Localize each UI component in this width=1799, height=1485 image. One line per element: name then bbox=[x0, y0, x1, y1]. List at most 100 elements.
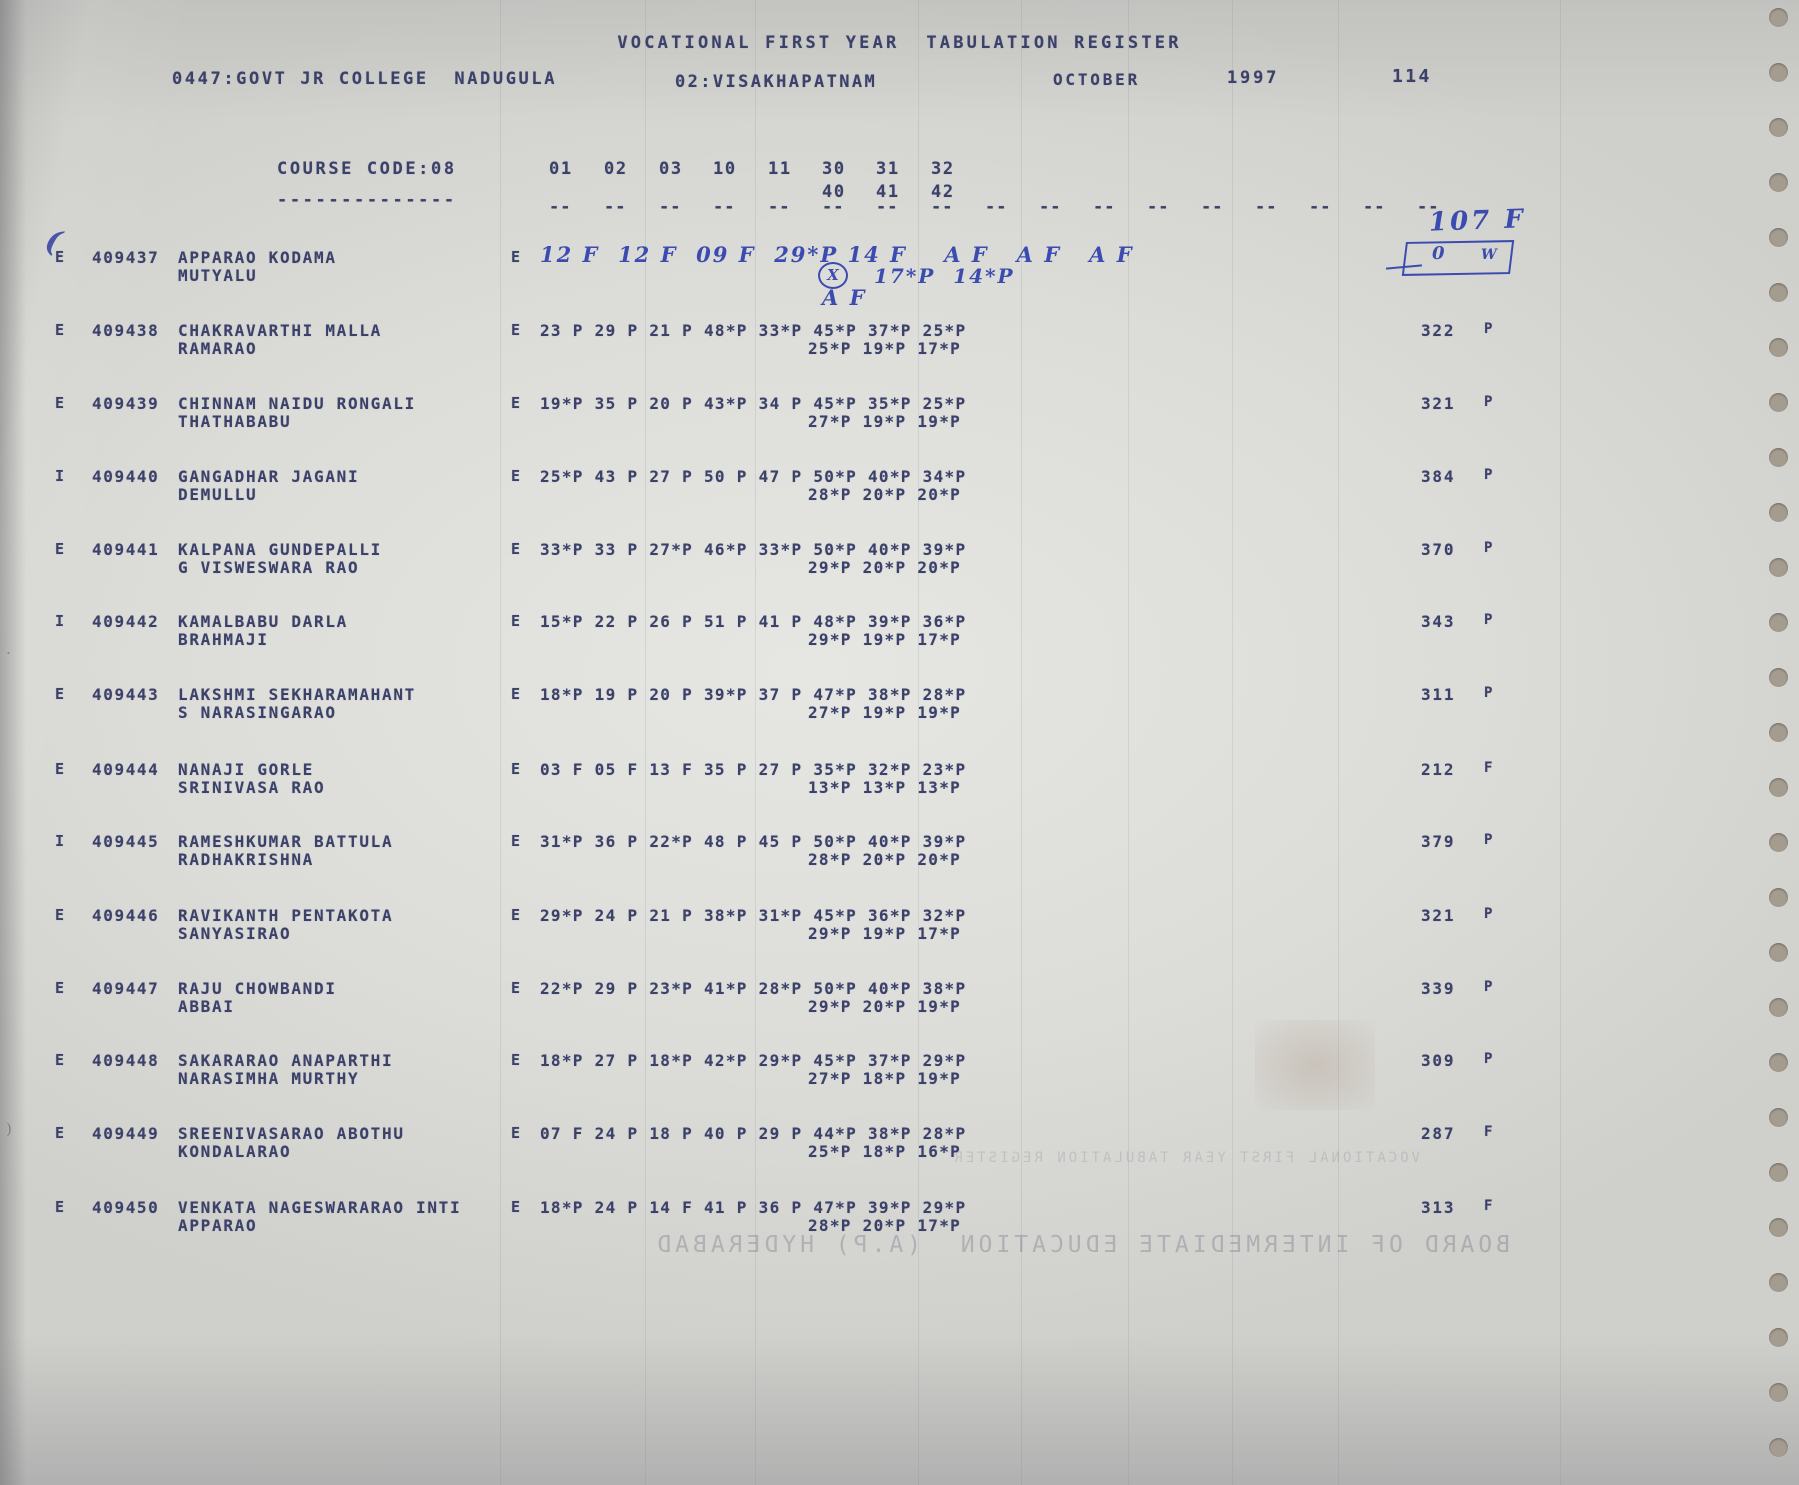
total-marks: 313 bbox=[1421, 1198, 1456, 1217]
subject-code-top-02: 02 bbox=[604, 159, 628, 179]
student-category: E bbox=[55, 760, 66, 778]
table-row: E 409443 LAKSHMI SEKHARAMAHANT S NARASINGAR… bbox=[0, 685, 1799, 759]
student-regno: 409443 bbox=[92, 685, 160, 704]
student-parent-name: S NARASINGARAO bbox=[178, 703, 337, 722]
student-category: I bbox=[55, 612, 66, 630]
student-name: RAVIKANTH PENTAKOTA bbox=[178, 906, 394, 925]
handwritten-marks-row-1-line2: 17*P 14*P bbox=[874, 264, 1015, 288]
page-number: 114 bbox=[1392, 66, 1432, 87]
student-parent-name: KONDALARAO bbox=[178, 1142, 292, 1161]
punch-hole bbox=[1769, 228, 1788, 247]
student-parent-name: RADHAKRISHNA bbox=[178, 850, 314, 869]
handwritten-af-note: A F bbox=[822, 285, 867, 310]
student-regno: 409446 bbox=[92, 906, 160, 925]
marks-line-1: 18*P 27 P 18*P 42*P 29*P 45*P 37*P 29*P bbox=[540, 1051, 967, 1070]
marks-line-1: 18*P 19 P 20 P 39*P 37 P 47*P 38*P 28*P bbox=[540, 685, 967, 704]
student-regno: 409438 bbox=[92, 321, 160, 340]
student-category: E bbox=[55, 906, 66, 924]
student-medium: E bbox=[511, 321, 522, 339]
table-row: I 409445 RAMESHKUMAR BATTULA RADHAKRISHNA E 3… bbox=[0, 832, 1799, 906]
marks-line-1: 22*P 29 P 23*P 41*P 28*P 50*P 40*P 38*P bbox=[540, 979, 967, 998]
student-parent-name: ABBAI bbox=[178, 997, 235, 1016]
student-medium: E bbox=[511, 467, 522, 485]
result-status: P bbox=[1484, 979, 1494, 995]
column-dash-2: -- bbox=[659, 197, 682, 217]
student-regno: 409440 bbox=[92, 467, 160, 486]
student-name: GANGADHAR JAGANI bbox=[178, 467, 360, 486]
marks-line-2: 25*P 18*P 16*P bbox=[808, 1142, 962, 1161]
column-dash-16: -- bbox=[1417, 197, 1440, 217]
student-category: E bbox=[55, 1124, 66, 1142]
student-regno: 409444 bbox=[92, 760, 160, 779]
student-regno: 409442 bbox=[92, 612, 160, 631]
table-row: E 409437 APPARAO KODAMA MUTYALU E bbox=[0, 248, 1799, 322]
marks-line-1: 18*P 24 P 14 F 41 P 36 P 47*P 39*P 29*P bbox=[540, 1198, 967, 1217]
subject-code-bottom-40: 40 bbox=[822, 182, 846, 202]
page-title: VOCATIONAL FIRST YEAR TABULATION REGISTE… bbox=[617, 33, 1182, 53]
column-dash-4: -- bbox=[768, 197, 791, 217]
total-marks: 370 bbox=[1421, 540, 1456, 559]
district-label: 02:VISAKHAPATNAM bbox=[675, 72, 878, 92]
total-marks: 322 bbox=[1421, 321, 1456, 340]
subject-code-top-31: 31 bbox=[876, 159, 900, 179]
punch-hole bbox=[1769, 1328, 1788, 1347]
student-regno: 409450 bbox=[92, 1198, 160, 1217]
student-name: NANAJI GORLE bbox=[178, 760, 314, 779]
result-status: P bbox=[1484, 540, 1494, 556]
handwritten-box-w: W bbox=[1481, 247, 1497, 263]
punch-hole bbox=[1769, 1273, 1788, 1292]
student-medium: E bbox=[511, 685, 522, 703]
result-status: F bbox=[1484, 760, 1494, 776]
student-medium: E bbox=[511, 906, 522, 924]
student-category: E bbox=[55, 540, 66, 558]
student-medium: E bbox=[511, 540, 522, 558]
student-regno: 409441 bbox=[92, 540, 160, 559]
student-medium: E bbox=[511, 1198, 522, 1216]
column-dash-8: -- bbox=[985, 197, 1008, 217]
column-dash-3: -- bbox=[713, 197, 736, 217]
edge-pencil-mark-1: . bbox=[6, 640, 11, 658]
student-name: CHAKRAVARTHI MALLA bbox=[178, 321, 382, 340]
total-marks: 321 bbox=[1421, 394, 1456, 413]
table-row: E 409439 CHINNAM NAIDU RONGALI THATHABABU E 1… bbox=[0, 394, 1799, 468]
total-marks: 379 bbox=[1421, 832, 1456, 851]
exam-year-label: 1997 bbox=[1227, 68, 1280, 88]
table-row: I 409442 KAMALBABU DARLA BRAHMAJI E 15*P 22 P… bbox=[0, 612, 1799, 686]
student-medium: E bbox=[511, 394, 522, 412]
column-dash-11: -- bbox=[1147, 197, 1170, 217]
student-category: E bbox=[55, 979, 66, 997]
total-marks: 343 bbox=[1421, 612, 1456, 631]
student-name: APPARAO KODAMA bbox=[178, 248, 337, 267]
handwritten-circled-x: X bbox=[818, 262, 848, 289]
student-medium: E bbox=[511, 832, 522, 850]
handwritten-box-zero: 0 bbox=[1432, 243, 1445, 264]
marks-line-2: 13*P 13*P 13*P bbox=[808, 778, 962, 797]
course-code-underline: -------------- bbox=[277, 190, 457, 210]
punch-hole bbox=[1769, 118, 1788, 137]
column-dash-9: -- bbox=[1039, 197, 1062, 217]
punch-hole bbox=[1769, 1383, 1788, 1402]
result-status: P bbox=[1484, 685, 1494, 701]
subject-code-bottom-41: 41 bbox=[876, 182, 900, 202]
student-parent-name: MUTYALU bbox=[178, 266, 258, 285]
handwritten-box bbox=[1401, 240, 1515, 276]
student-medium: E bbox=[511, 248, 522, 266]
marks-line-2: 27*P 19*P 19*P bbox=[808, 703, 962, 722]
marks-line-2: 25*P 19*P 17*P bbox=[808, 339, 962, 358]
student-regno: 409447 bbox=[92, 979, 160, 998]
table-row: E 409449 SREENIVASARAO ABOTHU KONDALARAO E 07… bbox=[0, 1124, 1799, 1198]
student-category: I bbox=[55, 832, 66, 850]
student-name: RAMESHKUMAR BATTULA bbox=[178, 832, 394, 851]
column-dash-13: -- bbox=[1255, 197, 1278, 217]
marks-line-2: 29*P 20*P 20*P bbox=[808, 558, 962, 577]
marks-line-2: 28*P 20*P 20*P bbox=[808, 850, 962, 869]
column-dash-7: -- bbox=[931, 197, 954, 217]
student-parent-name: BRAHMAJI bbox=[178, 630, 269, 649]
student-medium: E bbox=[511, 612, 522, 630]
marks-line-1: 07 F 24 P 18 P 40 P 29 P 44*P 38*P 28*P bbox=[540, 1124, 967, 1143]
marks-line-2: 28*P 20*P 17*P bbox=[808, 1216, 962, 1235]
total-marks: 309 bbox=[1421, 1051, 1456, 1070]
subject-code-top-01: 01 bbox=[549, 159, 573, 179]
table-row: E 409444 NANAJI GORLE SRINIVASA RAO E 03 F 05… bbox=[0, 760, 1799, 834]
